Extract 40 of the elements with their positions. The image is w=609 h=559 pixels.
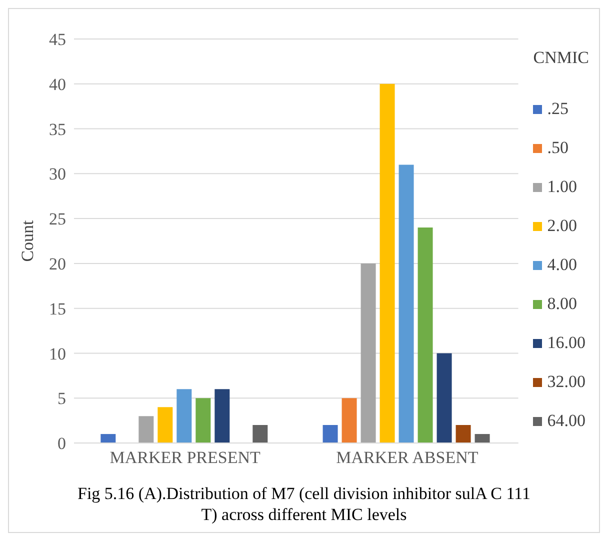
bar [176,389,192,443]
bar [252,425,268,443]
legend-label: 1.00 [546,176,578,198]
y-tick-label: 15 [49,299,66,318]
legend-title: CNMIC [533,48,589,68]
y-tick-label: 0 [58,434,66,454]
bar [456,425,471,443]
legend-label: .50 [546,137,570,159]
y-tick-label: 40 [49,74,66,94]
y-tick-label: 10 [49,344,66,364]
bar [418,228,433,443]
bar [398,164,414,443]
y-tick-label: 35 [49,120,66,139]
y-tick-label: 25 [49,210,66,229]
legend-label: 64.00 [546,410,587,432]
bar [474,434,490,443]
legend-label: 16.00 [546,332,587,354]
bar [214,389,230,443]
y-tick-label: 5 [58,389,66,408]
y-tick-label: 30 [49,164,66,184]
legend-label: 4.00 [546,254,578,276]
bar [196,398,211,443]
legend-label: 8.00 [546,293,578,315]
y-tick-label: 45 [49,30,66,50]
legend-label: .25 [546,98,570,120]
bar [322,425,338,443]
x-tick-label: MARKER ABSENT [336,448,479,468]
bar [436,353,452,443]
caption: Fig 5.16 (A).Distribution of M7 (cell division inhibitor sulA C 111 T) across different MIC levels [76,483,532,526]
bar [380,84,395,443]
legend-label: 32.00 [546,371,587,393]
legend-label: 2.00 [546,215,578,237]
y-axis-title: Count [18,220,38,262]
bar [100,434,116,443]
bar [158,407,173,443]
bar [138,416,154,443]
y-tick-label: 20 [49,254,66,274]
x-tick-label: MARKER PRESENT [110,448,262,468]
bar [360,263,376,443]
bar [342,398,357,443]
